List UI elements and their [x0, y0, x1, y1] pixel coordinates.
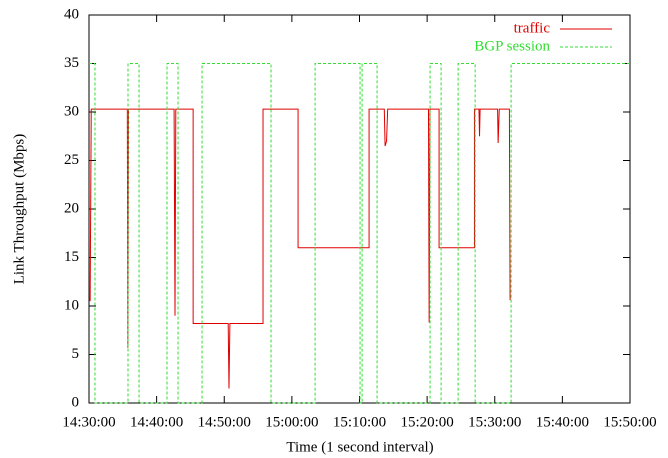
x-tick-label: 15:00:00 — [265, 414, 318, 430]
y-tick-label: 30 — [64, 103, 79, 119]
x-axis-label: Time (1 second interval) — [286, 439, 433, 455]
y-tick-label: 35 — [64, 55, 79, 71]
x-tick-label: 14:40:00 — [130, 414, 183, 430]
x-tick-label: 15:30:00 — [468, 414, 521, 430]
series-line — [89, 108, 511, 389]
x-tick-label: 14:30:00 — [62, 414, 115, 430]
y-tick-label: 10 — [64, 297, 79, 313]
y-tick-label: 5 — [72, 346, 80, 362]
x-tick-label: 15:10:00 — [333, 414, 386, 430]
legend-label: BGP session — [474, 38, 550, 54]
plot-frame — [88, 14, 631, 404]
x-tick-label: 14:50:00 — [198, 414, 251, 430]
series-line — [89, 63, 630, 404]
y-tick-label: 20 — [64, 200, 79, 216]
x-tick-label: 15:20:00 — [400, 414, 453, 430]
y-tick-label: 40 — [64, 6, 79, 22]
y-axis-label: Link Throughput (Mbps) — [11, 134, 27, 285]
y-tick-label: 25 — [64, 152, 79, 168]
x-tick-label: 15:50:00 — [603, 414, 656, 430]
x-tick-label: 15:40:00 — [536, 414, 589, 430]
y-tick-label: 0 — [72, 394, 80, 410]
y-tick-label: 15 — [64, 249, 79, 265]
legend-label: traffic — [514, 20, 551, 36]
